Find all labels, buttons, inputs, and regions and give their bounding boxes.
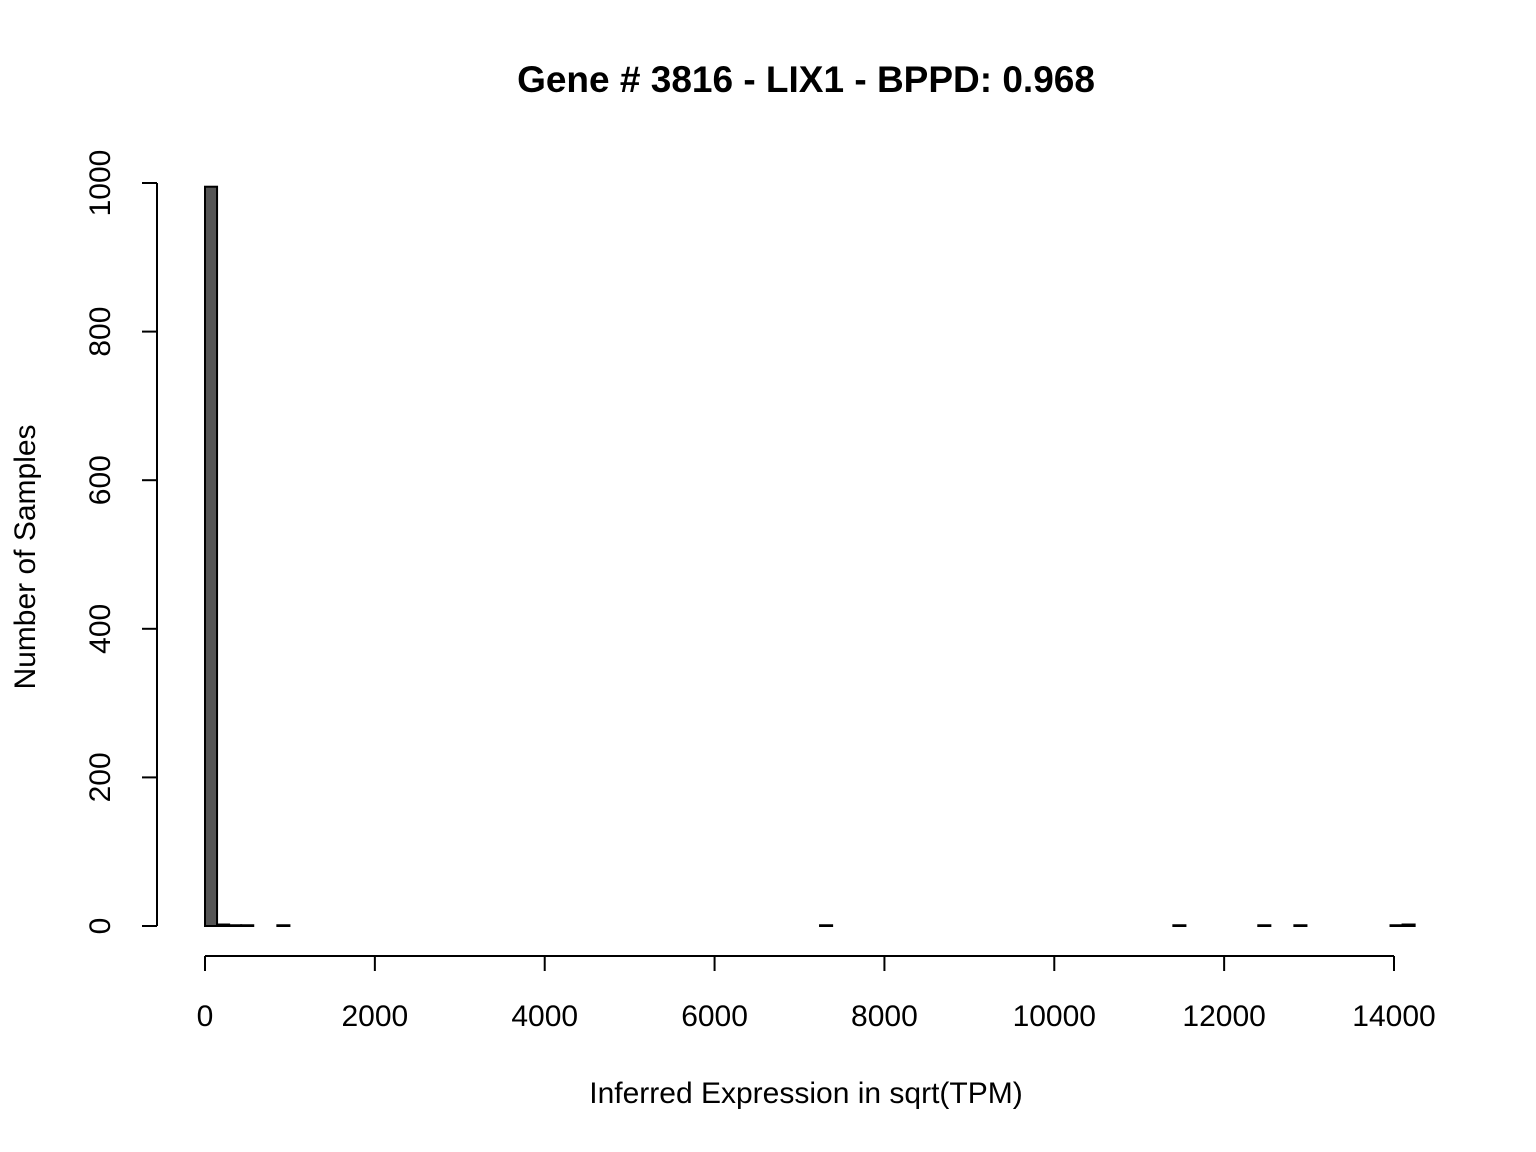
- histogram-bar-12: [1401, 923, 1416, 927]
- histogram-bar-3: [240, 924, 255, 928]
- y-tick-label-0: 0: [84, 918, 117, 935]
- x-axis: 0 2000 4000 6000 8000 10000 12000 14000: [197, 955, 1436, 1033]
- x-tick-label-0: 0: [197, 1000, 214, 1033]
- y-tick-label-4: 800: [84, 307, 117, 357]
- histogram-bar-11: [1389, 924, 1404, 928]
- y-axis: 0 200 400 600 800 1000: [84, 150, 158, 935]
- histogram-bar-1: [216, 923, 231, 927]
- chart-title: Gene # 3816 - LIX1 - BPPD: 0.968: [517, 59, 1095, 100]
- histogram-bar-7: [819, 924, 834, 928]
- histogram-bar-2: [228, 924, 243, 928]
- histogram-bar-0: [204, 185, 219, 927]
- x-tick-label-5: 10000: [1013, 1000, 1096, 1033]
- histogram-bars: [204, 185, 1416, 928]
- histogram-bar-9: [1257, 924, 1272, 928]
- x-tick-label-7: 14000: [1352, 1000, 1435, 1033]
- y-tick-label-1: 200: [84, 752, 117, 802]
- histogram-bar-8: [1172, 924, 1187, 928]
- y-tick-label-5: 1000: [84, 150, 117, 217]
- y-tick-label-3: 600: [84, 455, 117, 505]
- x-tick-label-4: 8000: [851, 1000, 918, 1033]
- y-tick-label-2: 400: [84, 604, 117, 654]
- x-tick-label-1: 2000: [341, 1000, 408, 1033]
- x-tick-label-2: 4000: [511, 1000, 578, 1033]
- histogram-bar-6: [276, 924, 291, 928]
- x-tick-label-3: 6000: [681, 1000, 748, 1033]
- x-tick-label-6: 12000: [1182, 1000, 1265, 1033]
- y-axis-label: Number of Samples: [9, 424, 42, 689]
- histogram-bar-10: [1293, 924, 1308, 928]
- x-axis-label: Inferred Expression in sqrt(TPM): [589, 1077, 1022, 1110]
